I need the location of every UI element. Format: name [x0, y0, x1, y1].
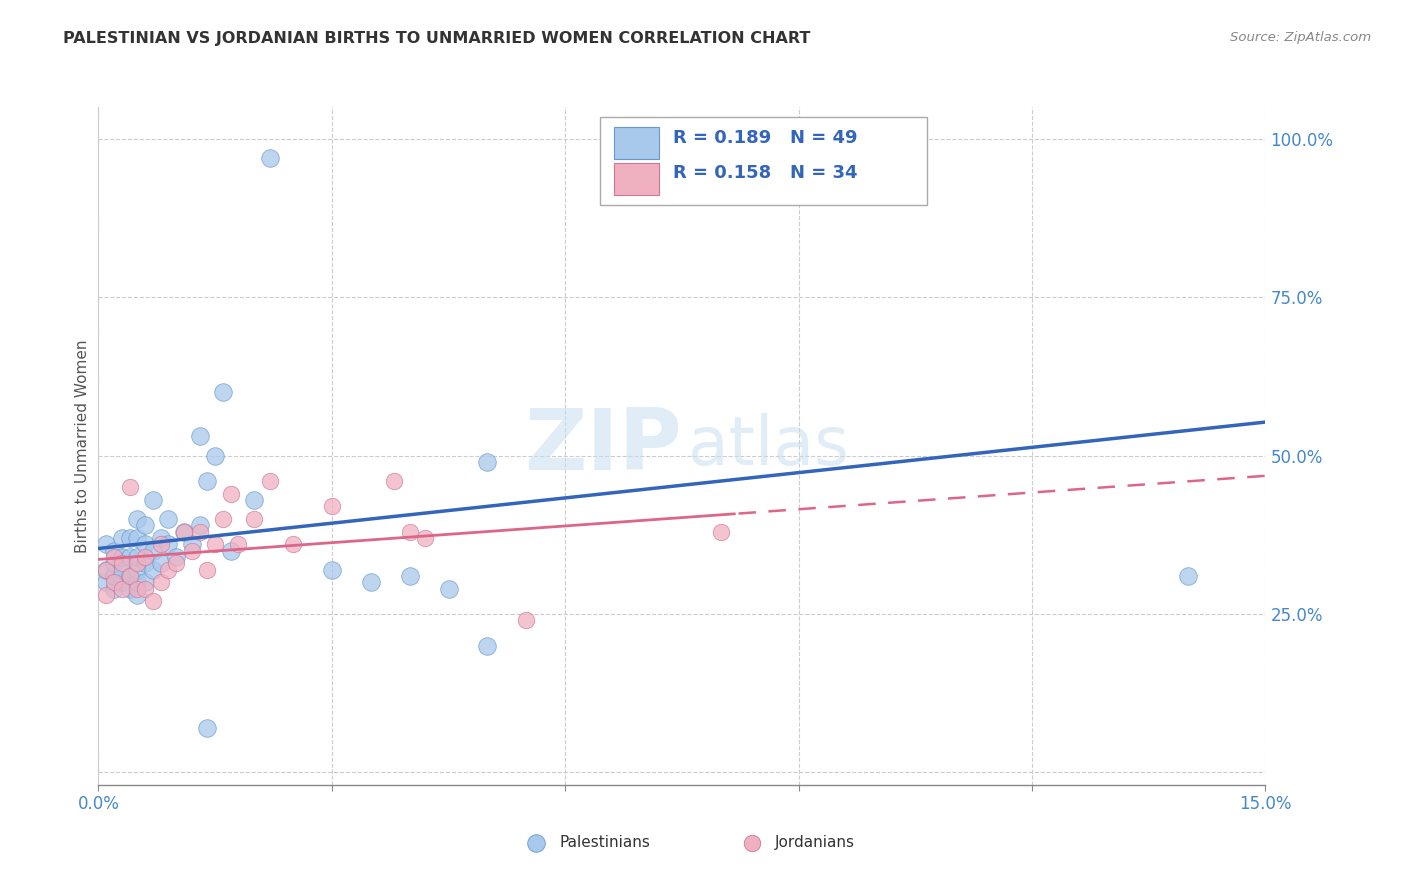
Point — [127, 563, 149, 577]
Point — [195, 474, 218, 488]
Point — [96, 588, 118, 602]
Point — [398, 524, 420, 539]
Point — [103, 582, 125, 596]
Point — [1177, 569, 1199, 583]
Point — [188, 524, 211, 539]
Point — [157, 537, 180, 551]
FancyBboxPatch shape — [600, 117, 927, 205]
Point — [96, 575, 118, 590]
Point — [134, 582, 156, 596]
Point — [243, 512, 266, 526]
Point — [157, 563, 180, 577]
Point — [103, 575, 125, 590]
Point — [111, 582, 134, 596]
Point — [157, 512, 180, 526]
Text: R = 0.189   N = 49: R = 0.189 N = 49 — [672, 128, 858, 146]
Point — [96, 563, 118, 577]
Point — [204, 537, 226, 551]
Point — [212, 385, 235, 400]
Point — [118, 582, 141, 596]
Point — [382, 474, 405, 488]
Y-axis label: Births to Unmarried Women: Births to Unmarried Women — [75, 339, 90, 553]
Point — [96, 563, 118, 577]
Point — [134, 575, 156, 590]
Point — [228, 537, 250, 551]
Text: PALESTINIAN VS JORDANIAN BIRTHS TO UNMARRIED WOMEN CORRELATION CHART: PALESTINIAN VS JORDANIAN BIRTHS TO UNMAR… — [63, 31, 811, 46]
Point — [118, 549, 141, 564]
Text: Source: ZipAtlas.com: Source: ZipAtlas.com — [1230, 31, 1371, 45]
Point — [149, 575, 172, 590]
FancyBboxPatch shape — [614, 162, 658, 195]
Point — [259, 151, 281, 165]
Point — [212, 512, 235, 526]
Point — [96, 537, 118, 551]
Point — [134, 537, 156, 551]
Point — [180, 537, 202, 551]
Point — [360, 575, 382, 590]
Point — [398, 569, 420, 583]
Point — [219, 543, 242, 558]
Point — [259, 474, 281, 488]
Point — [111, 549, 134, 564]
Point — [321, 499, 343, 513]
Point — [127, 512, 149, 526]
Point — [142, 492, 165, 507]
Point — [188, 429, 211, 443]
Point — [103, 569, 125, 583]
Text: ZIP: ZIP — [524, 404, 682, 488]
Point — [142, 543, 165, 558]
Point — [103, 543, 125, 558]
Point — [515, 613, 537, 627]
Point — [710, 524, 733, 539]
Point — [111, 556, 134, 570]
Point — [149, 556, 172, 570]
Point — [165, 556, 187, 570]
Point — [165, 549, 187, 564]
Point — [127, 549, 149, 564]
Point — [134, 549, 156, 564]
Point — [134, 556, 156, 570]
Point — [103, 556, 125, 570]
Point — [111, 575, 134, 590]
Point — [149, 537, 172, 551]
Point — [127, 556, 149, 570]
Point — [118, 531, 141, 545]
Point — [671, 151, 693, 165]
Text: atlas: atlas — [688, 413, 849, 479]
Point — [204, 449, 226, 463]
Point — [127, 575, 149, 590]
Point — [243, 492, 266, 507]
Point — [142, 594, 165, 608]
Point — [281, 537, 304, 551]
Point — [195, 563, 218, 577]
Point — [111, 531, 134, 545]
Point — [477, 455, 499, 469]
Point — [134, 518, 156, 533]
Point — [173, 524, 195, 539]
Point — [127, 582, 149, 596]
Point — [118, 480, 141, 494]
Text: R = 0.158   N = 34: R = 0.158 N = 34 — [672, 164, 858, 183]
Point — [195, 721, 218, 735]
Point — [321, 563, 343, 577]
Point — [149, 531, 172, 545]
Point — [437, 582, 460, 596]
Point — [188, 518, 211, 533]
Point — [477, 639, 499, 653]
Point — [413, 531, 436, 545]
Point — [111, 563, 134, 577]
Text: Palestinians: Palestinians — [560, 835, 650, 850]
Point — [173, 524, 195, 539]
Point — [103, 549, 125, 564]
Point — [142, 563, 165, 577]
Text: Jordanians: Jordanians — [775, 835, 855, 850]
Point — [180, 543, 202, 558]
Point — [118, 569, 141, 583]
Point — [127, 588, 149, 602]
Point — [127, 531, 149, 545]
Point — [118, 569, 141, 583]
FancyBboxPatch shape — [614, 127, 658, 160]
Point — [219, 486, 242, 500]
